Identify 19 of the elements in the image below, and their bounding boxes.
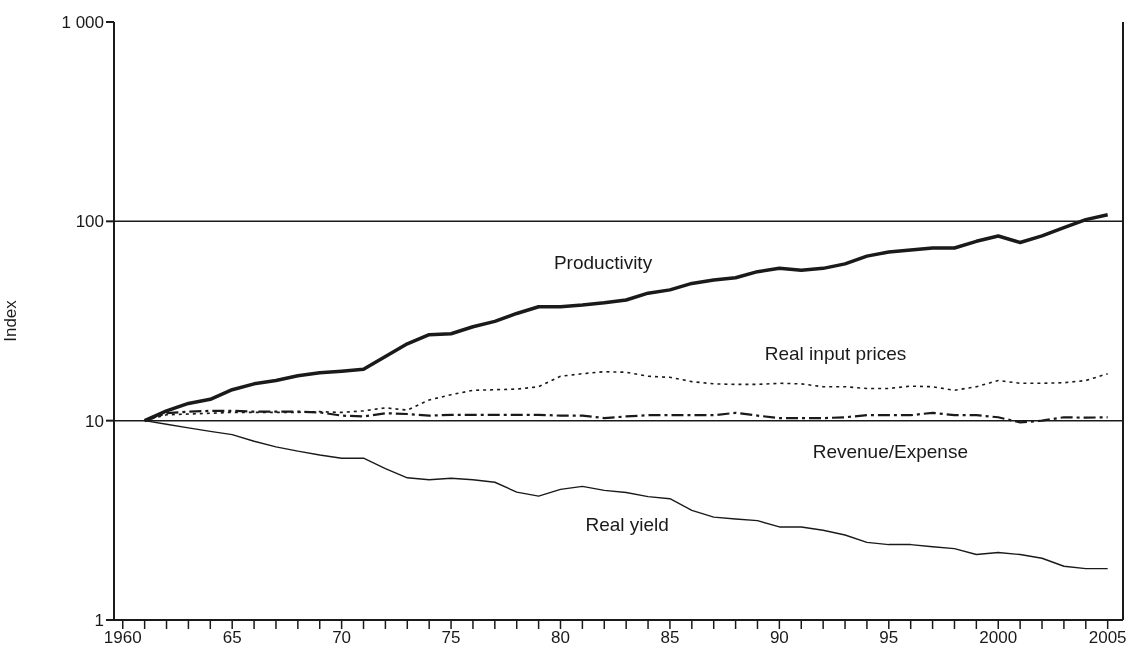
x-tick-label: 1960 [103, 628, 142, 648]
series-label: Productivity [553, 251, 653, 274]
y-tick-label: 100 [75, 212, 104, 232]
y-tick-label: 1 [94, 611, 104, 631]
y-tick-label: 10 [85, 411, 104, 431]
x-tick-label: 95 [879, 628, 899, 648]
series-label: Revenue/Expense [812, 440, 968, 463]
x-tick-label: 2000 [979, 628, 1018, 648]
x-tick-label: 85 [660, 628, 680, 648]
y-axis-title: Index [1, 299, 21, 342]
x-tick-label: 2005 [1088, 628, 1127, 648]
series-label: Real input prices [764, 343, 907, 366]
x-tick-label: 80 [551, 628, 570, 648]
x-tick-label: 70 [332, 628, 352, 648]
x-tick-label: 90 [769, 628, 789, 648]
series-label: Real yield [585, 513, 669, 536]
x-tick-label: 75 [441, 628, 461, 648]
x-tick-label: 65 [222, 628, 242, 648]
y-tick-label: 1 000 [61, 13, 104, 33]
